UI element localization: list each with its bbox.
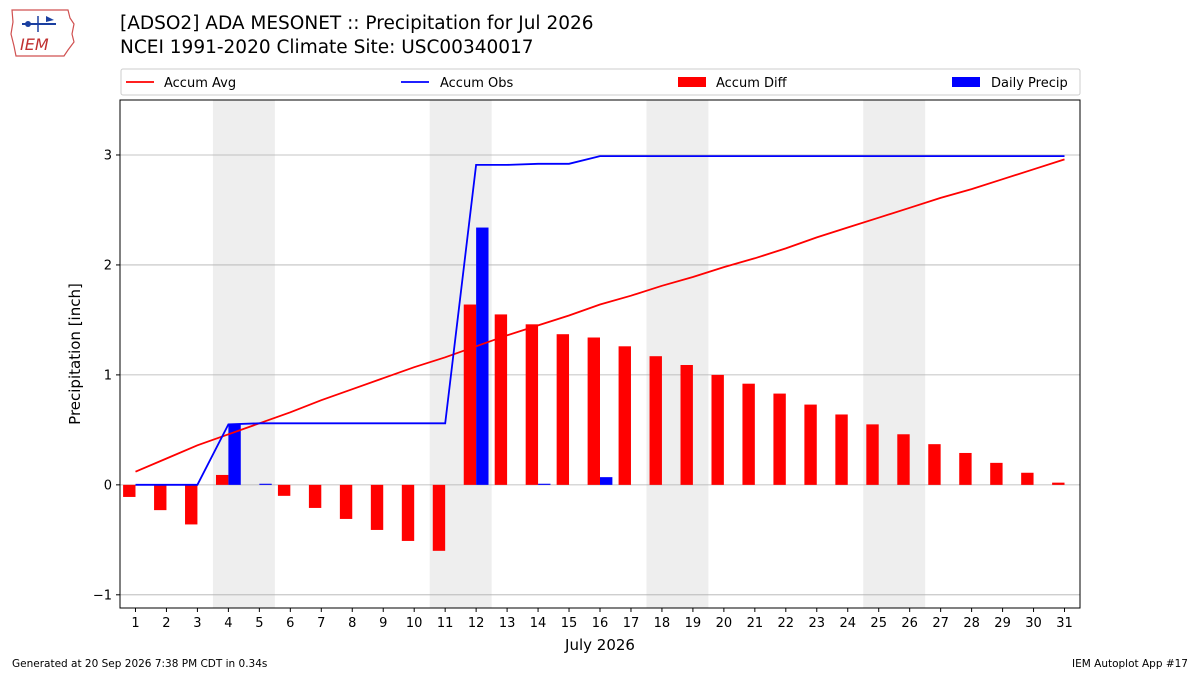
- x-tick-label: 24: [839, 616, 856, 631]
- x-tick-label: 9: [379, 616, 387, 631]
- x-axis-label: July 2026: [564, 636, 635, 654]
- legend-accum-diff-label: Accum Diff: [716, 76, 788, 91]
- y-tick-label: 0: [104, 478, 112, 493]
- x-tick-label: 29: [994, 616, 1011, 631]
- accum-diff-bar: [928, 444, 941, 485]
- weekend-band: [646, 100, 709, 608]
- accum-diff-bar: [649, 356, 662, 485]
- x-tick-label: 14: [530, 616, 547, 631]
- accum-diff-bar: [804, 404, 817, 485]
- x-tick-label: 17: [623, 616, 640, 631]
- weekend-band: [212, 100, 275, 608]
- x-tick-label: 20: [716, 616, 733, 631]
- x-tick-label: 18: [654, 616, 671, 631]
- accum-diff-bar: [959, 452, 972, 485]
- accum-diff-bar: [742, 383, 755, 485]
- x-tick-label: 5: [255, 616, 263, 631]
- accum-diff-bar: [866, 424, 879, 485]
- app-label: IEM Autoplot App #17: [1072, 658, 1188, 670]
- x-tick-label: 8: [348, 616, 356, 631]
- accum-diff-bar: [1052, 482, 1065, 485]
- bars: [123, 227, 1065, 551]
- accum-obs-line: [135, 155, 1065, 486]
- x-tick-label: 16: [592, 616, 609, 631]
- weekend-band: [863, 100, 926, 608]
- legend-daily-precip-label: Daily Precip: [991, 76, 1068, 91]
- accum-diff-bar: [432, 484, 446, 551]
- accum-diff-bar: [123, 484, 136, 497]
- legend-accum-diff-swatch: [678, 77, 706, 87]
- lines: [135, 155, 1065, 486]
- accum-diff-bar: [773, 393, 786, 485]
- x-tick-label: 31: [1056, 616, 1073, 631]
- daily-precip-bar: [538, 483, 551, 485]
- accum-diff-bar: [897, 434, 910, 485]
- accum-diff-bar: [308, 484, 322, 508]
- accum-diff-bar: [556, 334, 570, 485]
- daily-precip-bar: [259, 483, 272, 485]
- accum-diff-bar: [370, 484, 384, 530]
- x-tick-label: 26: [901, 616, 918, 631]
- legend: Accum Avg Accum Obs Accum Diff Daily Precip: [120, 68, 1081, 96]
- y-tick-label: 3: [104, 148, 112, 163]
- daily-precip-bar: [476, 227, 489, 485]
- x-tick-label: 7: [317, 616, 325, 631]
- accum-diff-bar: [587, 337, 600, 485]
- chart-title-block: [ADSO2] ADA MESONET :: Precipitation for…: [120, 12, 594, 60]
- y-tick-label: −1: [93, 588, 112, 603]
- accum-diff-bar: [525, 324, 539, 485]
- x-tick-label: 25: [870, 616, 887, 631]
- accum-diff-bar: [711, 374, 724, 485]
- x-tick-label: 27: [932, 616, 949, 631]
- x-tick-label: 30: [1025, 616, 1042, 631]
- x-tick-label: 11: [437, 616, 454, 631]
- accum-diff-bar: [835, 414, 848, 485]
- x-tick-label: 22: [778, 616, 795, 631]
- x-tick-label: 12: [468, 616, 485, 631]
- x-tick-label: 19: [685, 616, 702, 631]
- legend-accum-avg-label: Accum Avg: [164, 76, 236, 91]
- x-tick-label: 2: [162, 616, 170, 631]
- accum-diff-bar: [154, 484, 167, 511]
- x-tick-label: 10: [406, 616, 423, 631]
- y-tick-label: 2: [104, 258, 112, 273]
- x-tick-label: 21: [747, 616, 764, 631]
- legend-daily-precip-swatch: [952, 77, 980, 87]
- x-tick-label: 3: [193, 616, 201, 631]
- y-axis-label: Precipitation [inch]: [66, 283, 84, 425]
- iem-logo: IEM: [8, 6, 80, 60]
- y-tick-label: 1: [104, 368, 112, 383]
- accum-diff-bar: [680, 364, 693, 485]
- generated-timestamp: Generated at 20 Sep 2026 7:38 PM CDT in …: [12, 658, 268, 670]
- accum-diff-bar: [277, 484, 291, 496]
- chart-title: [ADSO2] ADA MESONET :: Precipitation for…: [120, 13, 594, 34]
- accum-diff-bar: [990, 462, 1003, 485]
- daily-precip-bar: [600, 477, 613, 485]
- weekend-shading: [212, 100, 926, 608]
- accum-diff-bar: [339, 484, 353, 519]
- accum-diff-bar: [618, 346, 631, 485]
- x-tick-label: 15: [561, 616, 578, 631]
- accum-avg-line: [135, 158, 1065, 473]
- x-tick-label: 28: [963, 616, 980, 631]
- accum-diff-bar: [1021, 472, 1034, 485]
- accum-diff-bar: [185, 484, 198, 525]
- logo-text: IEM: [20, 35, 49, 54]
- daily-precip-bar: [228, 424, 241, 485]
- accum-diff-bar: [463, 304, 477, 485]
- accum-diff-bar: [401, 484, 415, 541]
- accum-diff-bar: [216, 474, 229, 485]
- x-tick-label: 6: [286, 616, 294, 631]
- x-tick-label: 1: [131, 616, 139, 631]
- x-tick-label: 4: [224, 616, 232, 631]
- chart-subtitle: NCEI 1991-2020 Climate Site: USC00340017: [120, 37, 534, 58]
- accum-diff-bar: [494, 314, 508, 485]
- legend-accum-obs-label: Accum Obs: [440, 76, 513, 91]
- x-tick-label: 23: [809, 616, 826, 631]
- legend-box: [120, 68, 1081, 96]
- x-tick-label: 13: [499, 616, 516, 631]
